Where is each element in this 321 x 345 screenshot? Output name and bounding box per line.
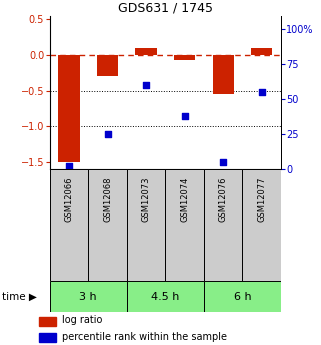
Bar bbox=[165, 169, 204, 281]
Bar bbox=[204, 281, 281, 312]
Bar bbox=[50, 281, 127, 312]
Bar bbox=[88, 169, 127, 281]
Bar bbox=[58, 55, 80, 162]
Point bbox=[221, 159, 226, 165]
Point bbox=[259, 90, 264, 95]
Text: log ratio: log ratio bbox=[62, 315, 102, 325]
Text: 6 h: 6 h bbox=[234, 292, 251, 302]
Text: GSM12073: GSM12073 bbox=[142, 177, 151, 223]
Point bbox=[105, 131, 110, 137]
Bar bbox=[174, 55, 195, 60]
Bar bbox=[97, 55, 118, 76]
Bar bbox=[213, 55, 234, 94]
Title: GDS631 / 1745: GDS631 / 1745 bbox=[118, 1, 213, 14]
Bar bbox=[135, 48, 157, 55]
Bar bbox=[127, 281, 204, 312]
Bar bbox=[50, 169, 88, 281]
Bar bbox=[251, 48, 272, 55]
Bar bbox=[242, 169, 281, 281]
Text: time ▶: time ▶ bbox=[2, 292, 37, 302]
Point bbox=[143, 82, 149, 88]
Text: 4.5 h: 4.5 h bbox=[151, 292, 179, 302]
Point bbox=[66, 164, 72, 169]
Text: GSM12068: GSM12068 bbox=[103, 177, 112, 223]
Bar bbox=[39, 333, 56, 342]
Text: 3 h: 3 h bbox=[80, 292, 97, 302]
Text: GSM12074: GSM12074 bbox=[180, 177, 189, 222]
Text: percentile rank within the sample: percentile rank within the sample bbox=[62, 332, 227, 342]
Bar bbox=[204, 169, 242, 281]
Bar bbox=[127, 169, 165, 281]
Text: GSM12077: GSM12077 bbox=[257, 177, 266, 223]
Text: GSM12076: GSM12076 bbox=[219, 177, 228, 223]
Bar bbox=[39, 317, 56, 326]
Text: GSM12066: GSM12066 bbox=[65, 177, 74, 223]
Point bbox=[182, 113, 187, 119]
